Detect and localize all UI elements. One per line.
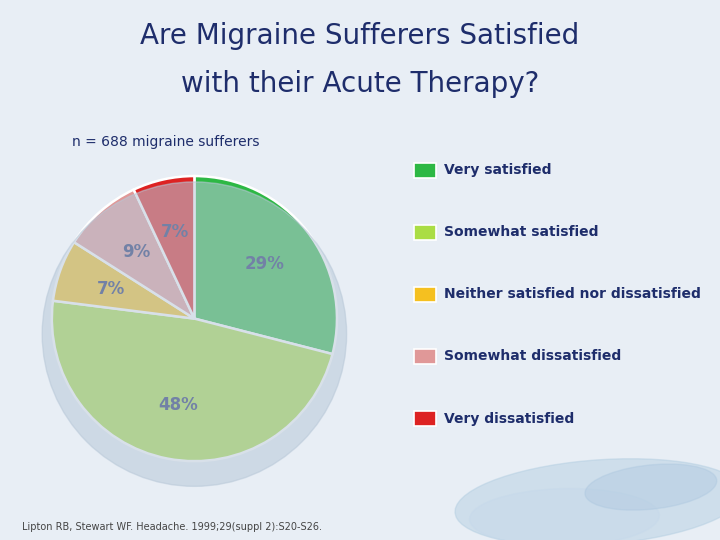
- Wedge shape: [52, 301, 333, 461]
- Text: Somewhat dissatisfied: Somewhat dissatisfied: [444, 349, 621, 363]
- Text: 48%: 48%: [158, 396, 198, 414]
- Ellipse shape: [42, 182, 346, 487]
- Text: Lipton RB, Stewart WF. Headache. 1999;29(suppl 2):S20-S26.: Lipton RB, Stewart WF. Headache. 1999;29…: [22, 522, 322, 532]
- Text: n = 688 migraine sufferers: n = 688 migraine sufferers: [72, 135, 259, 149]
- Wedge shape: [194, 176, 337, 354]
- Text: 7%: 7%: [97, 280, 125, 298]
- Text: 7%: 7%: [161, 224, 189, 241]
- Ellipse shape: [455, 458, 720, 540]
- Text: 29%: 29%: [244, 255, 284, 273]
- Ellipse shape: [469, 489, 660, 540]
- Ellipse shape: [585, 464, 717, 510]
- Wedge shape: [134, 176, 194, 319]
- Text: Somewhat satisfied: Somewhat satisfied: [444, 225, 599, 239]
- Text: with their Acute Therapy?: with their Acute Therapy?: [181, 70, 539, 98]
- Wedge shape: [53, 242, 194, 319]
- Text: Very satisfied: Very satisfied: [444, 163, 552, 177]
- Text: Neither satisfied nor dissatisfied: Neither satisfied nor dissatisfied: [444, 287, 701, 301]
- Text: 9%: 9%: [122, 244, 150, 261]
- Text: Are Migraine Sufferers Satisfied: Are Migraine Sufferers Satisfied: [140, 22, 580, 50]
- Wedge shape: [74, 190, 194, 319]
- Text: Very dissatisfied: Very dissatisfied: [444, 411, 575, 426]
